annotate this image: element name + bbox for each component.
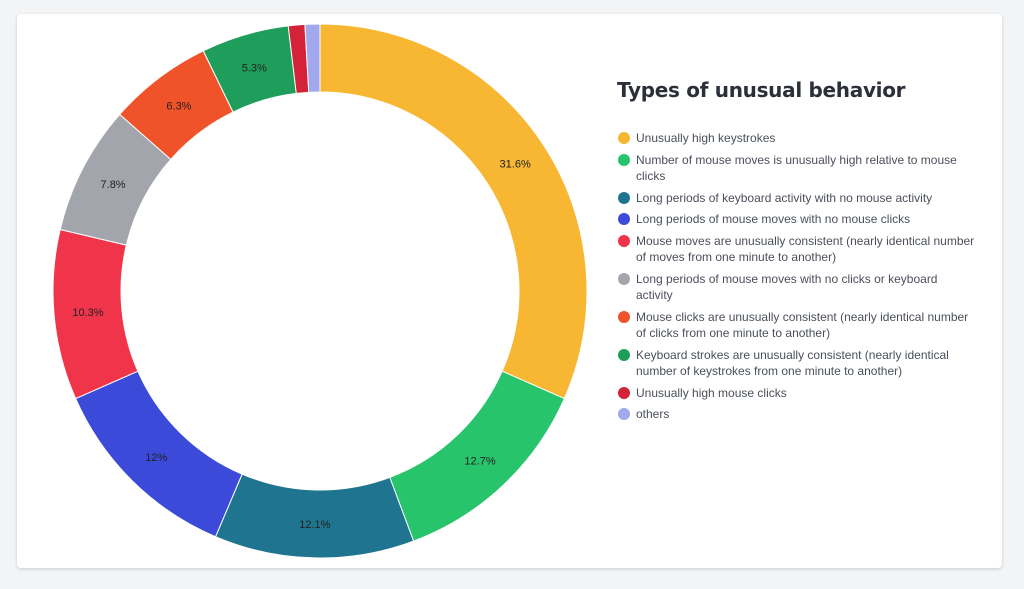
legend-item[interactable]: Long periods of mouse moves with no mous…	[617, 211, 977, 228]
legend-swatch-icon	[618, 132, 630, 144]
slice-label: 12.7%	[464, 455, 495, 467]
legend-swatch-icon	[618, 348, 630, 361]
slice-label: 6.3%	[166, 101, 191, 113]
legend-swatch-icon	[618, 191, 630, 204]
donut-slice[interactable]	[214, 473, 415, 559]
legend: Types of unusual behavior Unusually high…	[617, 78, 977, 428]
legend-label: Unusually high mouse clicks	[636, 385, 787, 400]
legend-item[interactable]: Mouse clicks are unusually consistent (n…	[617, 309, 977, 342]
donut-slice[interactable]	[319, 23, 588, 400]
donut-slice[interactable]	[304, 23, 321, 93]
legend-swatch-icon	[618, 310, 630, 323]
legend-swatch-icon	[618, 234, 630, 247]
legend-label: Mouse clicks are unusually consistent (n…	[636, 309, 969, 341]
slice-label: 12%	[145, 452, 167, 464]
slice-label: 12.1%	[299, 519, 330, 531]
slice-label: 31.6%	[500, 159, 531, 171]
slice-label: 5.3%	[242, 62, 267, 74]
legend-label: Long periods of keyboard activity with n…	[636, 190, 933, 205]
legend-item[interactable]: Mouse moves are unusually consistent (ne…	[617, 233, 977, 266]
legend-label: others	[636, 407, 670, 421]
slice-label: 7.8%	[101, 179, 126, 191]
legend-item[interactable]: Unusually high keystrokes	[617, 130, 977, 147]
legend-item[interactable]: Long periods of mouse moves with no clic…	[617, 271, 977, 304]
legend-label: Number of mouse moves is unusually high …	[636, 152, 957, 184]
legend-swatch-icon	[618, 213, 630, 225]
legend-swatch-icon	[618, 153, 630, 166]
legend-swatch-icon	[618, 272, 630, 285]
chart-title: Types of unusual behavior	[617, 78, 906, 102]
legend-swatch-icon	[618, 408, 630, 420]
slice-label: 10.3%	[72, 307, 103, 319]
legend-label: Long periods of mouse moves with no clic…	[636, 271, 938, 303]
legend-label: Unusually high keystrokes	[636, 131, 776, 145]
legend-item[interactable]: others	[617, 406, 977, 423]
legend-label: Mouse moves are unusually consistent (ne…	[636, 233, 975, 265]
legend-label: Keyboard strokes are unusually consisten…	[636, 347, 949, 379]
legend-item[interactable]: Unusually high mouse clicks	[617, 385, 977, 402]
legend-label: Long periods of mouse moves with no mous…	[636, 212, 911, 226]
legend-item[interactable]: Keyboard strokes are unusually consisten…	[617, 347, 977, 380]
legend-item[interactable]: Number of mouse moves is unusually high …	[617, 152, 977, 185]
legend-item[interactable]: Long periods of keyboard activity with n…	[617, 190, 977, 207]
legend-swatch-icon	[618, 386, 630, 399]
